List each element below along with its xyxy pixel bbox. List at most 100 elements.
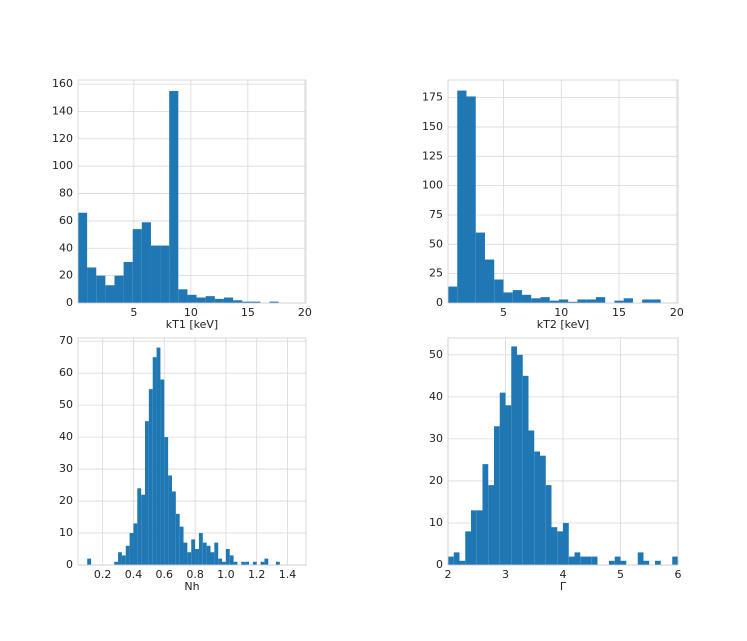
histogram-bar <box>121 555 126 565</box>
histogram-bar <box>114 561 119 565</box>
histogram-bar <box>476 510 483 565</box>
y-tick-label: 20 <box>59 494 73 507</box>
x-axis-label: Nh <box>184 580 199 593</box>
histogram-bar <box>141 222 151 303</box>
histogram-bar <box>118 552 122 565</box>
histogram-bar <box>222 561 226 565</box>
histogram-bar <box>484 259 495 303</box>
histogram-bar <box>568 301 578 303</box>
histogram-bar <box>568 556 575 565</box>
x-tick-label: 0.2 <box>94 568 112 581</box>
y-tick-label: 0 <box>436 558 443 571</box>
y-tick-label: 50 <box>59 398 73 411</box>
histogram-bar <box>160 379 165 565</box>
histogram-bar <box>512 290 522 303</box>
x-tick-label: 6 <box>675 568 682 581</box>
histogram-bar <box>511 346 517 565</box>
histogram-bar <box>198 533 203 565</box>
y-tick-label: 25 <box>429 267 443 280</box>
histogram-bar <box>614 556 621 565</box>
histogram-bar <box>196 297 206 303</box>
histogram-bar <box>488 485 494 565</box>
histogram-bar <box>623 298 633 303</box>
histogram-bar <box>233 561 238 565</box>
x-tick-label: 15 <box>241 306 255 319</box>
histogram-bar <box>620 560 627 565</box>
x-tick-label: 0.4 <box>125 568 143 581</box>
histogram-bar <box>205 296 215 303</box>
histogram-bar <box>586 556 592 565</box>
y-tick-label: 50 <box>429 237 443 250</box>
histogram-bar <box>178 289 188 303</box>
histogram-bar <box>466 96 476 303</box>
x-axis-label: kT1 [keV] <box>166 318 218 331</box>
histogram-bar <box>655 560 661 565</box>
histogram-bar <box>145 421 149 565</box>
histogram-bar <box>521 294 532 303</box>
x-tick-label: 1.2 <box>248 568 266 581</box>
axes-frame <box>77 337 307 566</box>
y-tick-label: 20 <box>59 269 73 282</box>
x-tick-label: 5 <box>500 306 507 319</box>
histogram-bar <box>132 229 142 303</box>
histogram-bar <box>164 437 169 565</box>
histogram-bar <box>577 299 587 303</box>
histogram-bar <box>499 392 506 565</box>
y-tick-label: 40 <box>59 430 73 443</box>
y-tick-label: 100 <box>52 159 73 172</box>
y-tick-label: 30 <box>429 432 443 445</box>
y-tick-label: 60 <box>59 366 73 379</box>
x-tick-label: 5 <box>130 306 137 319</box>
histogram-bar <box>114 275 124 303</box>
y-tick-label: 0 <box>66 558 73 571</box>
histogram-bar <box>187 552 192 565</box>
histogram-bar <box>453 552 460 565</box>
x-tick-label: 10 <box>554 306 568 319</box>
x-tick-label: 2 <box>445 568 452 581</box>
y-tick-label: 10 <box>59 526 73 539</box>
histogram-bar <box>251 301 261 303</box>
y-tick-label: 0 <box>66 296 73 309</box>
y-tick-label: 150 <box>422 120 443 133</box>
histogram-bar <box>549 300 559 303</box>
histogram-bar <box>241 561 246 565</box>
histogram-bar <box>260 561 265 565</box>
y-tick-label: 100 <box>422 179 443 192</box>
y-tick-label: 30 <box>59 462 73 475</box>
histogram-bar <box>87 267 97 303</box>
histogram-bar <box>229 555 234 565</box>
histogram-bar <box>595 297 606 303</box>
y-tick-label: 40 <box>429 390 443 403</box>
histogram-bar <box>202 542 207 565</box>
y-tick-label: 120 <box>52 132 73 145</box>
histogram-bar <box>191 539 196 565</box>
y-tick-label: 160 <box>52 77 73 90</box>
histogram-bar <box>156 347 161 565</box>
x-tick-label: 15 <box>612 306 626 319</box>
histogram-bar <box>614 300 624 303</box>
y-tick-label: 40 <box>59 241 73 254</box>
histogram-bar <box>152 357 157 565</box>
histogram-bar <box>672 556 678 565</box>
histogram-bar <box>183 542 188 565</box>
histogram-bar <box>78 212 88 303</box>
y-tick-label: 50 <box>429 348 443 361</box>
x-tick-label: 4 <box>560 568 567 581</box>
histogram-bar <box>551 527 558 565</box>
histogram-bar <box>137 488 142 565</box>
axes-frame <box>447 79 679 304</box>
histogram-bar <box>586 299 596 303</box>
histogram-bar <box>264 558 269 565</box>
histogram-bar <box>223 297 234 303</box>
y-tick-label: 125 <box>422 149 443 162</box>
histogram-bar <box>123 261 133 303</box>
y-tick-label: 80 <box>59 187 73 200</box>
histogram-bar <box>540 455 546 565</box>
histogram-bar <box>160 245 170 303</box>
histogram-bar <box>540 297 550 303</box>
histogram-bar <box>169 90 179 303</box>
x-tick-label: 20 <box>670 306 684 319</box>
x-tick-label: 0.8 <box>186 568 204 581</box>
x-tick-label: 3 <box>502 568 509 581</box>
